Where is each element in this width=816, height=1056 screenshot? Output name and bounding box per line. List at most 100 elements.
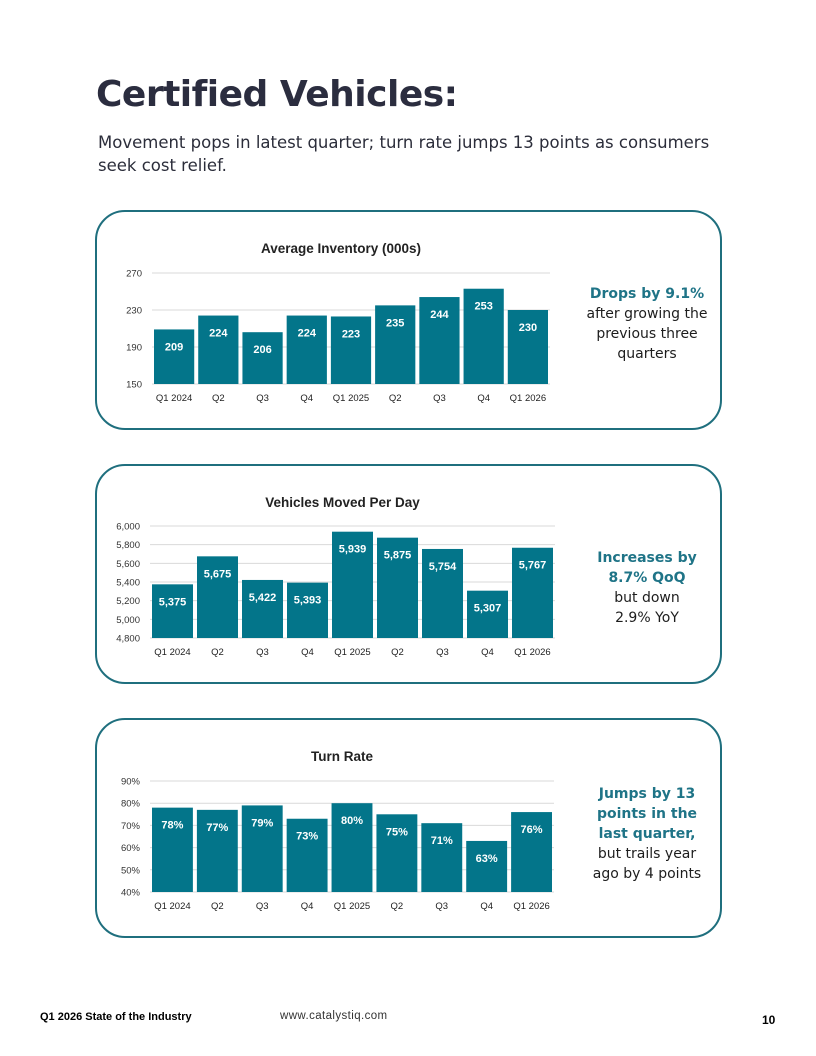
data-label: 5,375	[159, 596, 187, 608]
y-tick-label: 70%	[121, 821, 141, 832]
data-label: 224	[209, 328, 228, 340]
y-tick-label: 5,400	[116, 578, 140, 589]
note-turn-rate: Jumps by 13 points in the last quarter, …	[567, 784, 727, 884]
chart-panel-inventory: Average Inventory (000s) 150 190 230 270 209 Q…	[95, 210, 722, 430]
bar	[242, 579, 283, 638]
y-tick-label: 230	[126, 306, 142, 317]
data-label: 76%	[521, 824, 543, 836]
bar	[331, 803, 373, 892]
data-label: 206	[253, 344, 271, 356]
data-label: 224	[298, 328, 317, 340]
data-label: 75%	[386, 826, 408, 838]
data-label: 5,754	[429, 561, 457, 573]
x-tick-label: Q4	[301, 901, 314, 912]
chart-panel-vehicles-moved: Vehicles Moved Per Day 4,800 5,000 5,200 5,4…	[95, 464, 722, 684]
y-tick-label: 5,200	[116, 596, 140, 607]
bar	[376, 814, 418, 892]
x-tick-label: Q2	[391, 647, 404, 658]
page-subtitle: Movement pops in latest quarter; turn ra…	[98, 133, 710, 175]
chart-average-inventory: Average Inventory (000s) 150 190 230 270 209 Q…	[126, 241, 550, 404]
data-label: 209	[165, 341, 183, 353]
x-tick-label: Q2	[211, 647, 224, 658]
x-tick-label: Q1 2026	[514, 647, 550, 658]
page-title: Certified Vehicles:	[96, 74, 458, 115]
data-label: 80%	[341, 815, 363, 827]
x-tick-label: Q3	[256, 393, 269, 404]
bar	[152, 584, 193, 638]
bar	[466, 840, 508, 892]
x-tick-label: Q4	[300, 393, 313, 404]
x-tick-label: Q3	[256, 647, 269, 658]
y-tick-label: 40%	[121, 888, 141, 899]
data-label: 5,939	[339, 544, 367, 556]
data-label: 71%	[431, 835, 453, 847]
x-tick-label: Q3	[433, 393, 446, 404]
bar	[286, 315, 327, 384]
data-label: 5,875	[384, 550, 412, 562]
bar	[512, 547, 553, 638]
footer-report-name: Q1 2026 State of the Industry	[40, 1011, 192, 1023]
bar	[419, 297, 460, 384]
y-tick-label: 150	[126, 380, 142, 391]
chart-title: Turn Rate	[311, 749, 373, 764]
note-vehicles-moved: Increases by 8.7% QoQ but down 2.9% YoY	[567, 548, 727, 628]
bar	[422, 548, 463, 638]
bar	[241, 805, 283, 892]
footer-website[interactable]: www.catalystiq.com	[280, 1010, 388, 1022]
note-inventory: Drops by 9.1% after growing the previous…	[567, 284, 727, 364]
bar	[332, 531, 373, 638]
data-label: 78%	[161, 820, 183, 832]
data-label: 244	[430, 309, 449, 321]
note-highlight: Jumps by 13 points in the last quarter,	[596, 786, 698, 842]
y-tick-label: 270	[126, 269, 142, 280]
y-tick-label: 5,800	[116, 540, 140, 551]
data-label: 223	[342, 328, 360, 340]
page-number: 10	[762, 1013, 776, 1027]
bar	[286, 818, 328, 892]
x-tick-label: Q4	[480, 901, 493, 912]
x-tick-label: Q1 2025	[334, 901, 370, 912]
y-tick-label: 190	[126, 343, 142, 354]
x-tick-label: Q1 2025	[334, 647, 370, 658]
chart-panel-turn-rate: Turn Rate 40% 50% 60% 70% 80% 90% 78% Q1 2024 77%…	[95, 718, 722, 938]
x-tick-label: Q1 2026	[510, 393, 546, 404]
bar	[287, 582, 328, 638]
data-label: 5,422	[249, 592, 277, 604]
x-tick-label: Q3	[436, 647, 449, 658]
bar	[507, 310, 548, 384]
x-tick-label: Q3	[256, 901, 269, 912]
x-tick-label: Q4	[301, 647, 314, 658]
x-tick-label: Q1 2024	[156, 393, 192, 404]
bar	[242, 332, 283, 384]
bar	[467, 590, 508, 638]
y-tick-label: 80%	[121, 799, 141, 810]
data-label: 79%	[251, 817, 273, 829]
x-tick-label: Q2	[211, 901, 224, 912]
y-tick-label: 60%	[121, 843, 141, 854]
data-label: 77%	[206, 822, 228, 834]
bar	[463, 288, 504, 384]
x-tick-label: Q1 2024	[154, 647, 190, 658]
data-label: 235	[386, 317, 404, 329]
chart-title: Average Inventory (000s)	[261, 241, 421, 256]
x-tick-label: Q3	[435, 901, 448, 912]
bar	[196, 809, 238, 892]
bar	[152, 807, 193, 892]
note-highlight: Increases by 8.7% QoQ	[597, 550, 697, 586]
y-tick-label: 50%	[121, 865, 141, 876]
x-tick-label: Q1 2026	[513, 901, 549, 912]
note-text: but down 2.9% YoY	[614, 590, 680, 626]
bar	[198, 315, 239, 384]
x-tick-label: Q2	[389, 393, 402, 404]
chart-turn-rate: Turn Rate 40% 50% 60% 70% 80% 90% 78% Q1 2024 77%…	[121, 749, 554, 912]
y-tick-label: 6,000	[116, 522, 140, 533]
bar	[511, 812, 552, 892]
data-label: 73%	[296, 831, 318, 843]
data-label: 5,393	[294, 595, 322, 607]
x-tick-label: Q2	[391, 901, 404, 912]
bar	[377, 537, 418, 638]
note-highlight: Drops by 9.1%	[589, 286, 705, 302]
data-label: 63%	[476, 853, 498, 865]
chart-title: Vehicles Moved Per Day	[265, 495, 420, 510]
bar	[154, 329, 195, 384]
